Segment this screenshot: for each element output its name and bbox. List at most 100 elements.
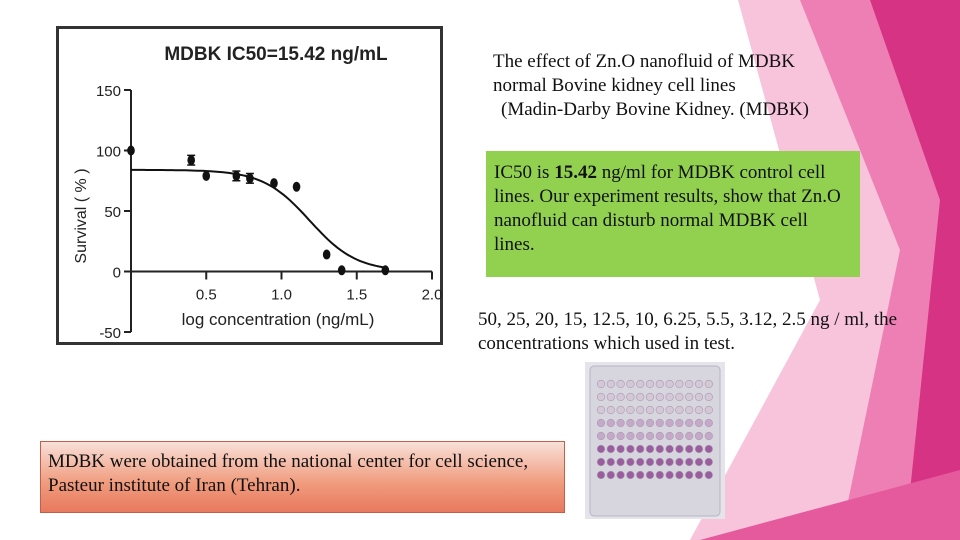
data-point	[381, 265, 390, 276]
data-point	[337, 265, 346, 276]
source-callout: MDBK were obtained from the national cen…	[40, 441, 565, 513]
plate-well	[645, 405, 655, 415]
plate-well	[606, 405, 615, 415]
plate-well	[704, 418, 713, 428]
plate-well	[616, 457, 625, 467]
plate-well	[596, 457, 606, 467]
data-point	[246, 173, 254, 184]
plate-well	[665, 392, 674, 402]
plate-well	[616, 379, 625, 389]
plate-well	[636, 392, 645, 402]
data-point	[232, 170, 241, 181]
data-point	[127, 145, 135, 156]
plate-well	[606, 457, 615, 467]
plate-well	[645, 431, 655, 441]
plate-well	[694, 457, 704, 467]
plate-well	[704, 392, 713, 402]
chart-x-label: log concentration (ng/mL)	[182, 310, 375, 329]
data-points-group	[127, 145, 390, 276]
plate-well	[606, 431, 615, 441]
description-line-3: (Madin-Darby Bovine Kidney. (MDBK)	[501, 99, 809, 120]
plate-well	[665, 418, 674, 428]
plate-well	[626, 470, 635, 480]
data-point	[187, 155, 195, 166]
plate-well	[645, 392, 655, 402]
plate-well	[596, 379, 606, 389]
data-point	[292, 181, 301, 192]
data-point	[322, 249, 331, 260]
data-point	[270, 178, 278, 189]
y-tick-label: -50	[99, 325, 121, 342]
y-tick-label: 100	[96, 144, 121, 161]
plate-well	[685, 457, 694, 467]
data-point	[202, 170, 211, 181]
plate-well	[655, 379, 664, 389]
plate-well	[606, 418, 615, 428]
ic50-prefix: IC50 is	[494, 162, 555, 183]
plate-well	[675, 457, 684, 467]
y-tick-label: 0	[113, 265, 121, 282]
pink-shape-bottom	[700, 470, 960, 540]
plate-well	[675, 470, 684, 480]
plate-well	[675, 392, 684, 402]
plate-well	[655, 431, 664, 441]
plate-well	[596, 444, 606, 454]
pink-shape-dark	[870, 0, 960, 540]
description-line-1: The effect of Zn.O nanofluid of MDBK	[493, 51, 795, 72]
plate-well	[606, 392, 615, 402]
plate-well	[675, 444, 684, 454]
well-plate-photo	[585, 362, 725, 519]
plate-well	[675, 431, 684, 441]
plate-well	[685, 418, 694, 428]
plate-well	[616, 405, 625, 415]
y-tick-label: 50	[104, 204, 121, 221]
plate-well	[655, 470, 664, 480]
plate-well	[645, 457, 655, 467]
chart-title: MDBK IC50=15.42 ng/mL	[164, 44, 388, 65]
plate-well	[616, 418, 625, 428]
plate-well	[655, 418, 664, 428]
plate-well	[606, 470, 615, 480]
plate-well	[685, 431, 694, 441]
plate-well	[616, 470, 625, 480]
plate-well	[665, 457, 674, 467]
plate-well	[636, 405, 645, 415]
chart-y-label: Survival ( % )	[73, 168, 90, 263]
ic50-callout: IC50 is 15.42 ng/ml for MDBK control cel…	[486, 151, 860, 277]
fit-curve	[131, 168, 386, 269]
plate-well	[616, 431, 625, 441]
plate-well	[704, 470, 713, 480]
plate-well	[685, 470, 694, 480]
plate-well	[626, 379, 635, 389]
plate-well	[704, 405, 713, 415]
plate-well	[665, 431, 674, 441]
x-tick-label: 1.5	[346, 287, 367, 304]
plate-well	[675, 418, 684, 428]
plate-well	[685, 444, 694, 454]
ic50-value: 15.42	[554, 162, 597, 183]
plate-well	[636, 418, 645, 428]
plate-well	[665, 444, 674, 454]
plate-well	[685, 405, 694, 415]
ic50-chart: MDBK IC50=15.42 ng/mL Survival ( % ) log…	[73, 44, 442, 342]
plate-well	[694, 392, 704, 402]
plate-well	[704, 379, 713, 389]
chart-frame	[56, 26, 443, 345]
x-tick-label: 1.0	[271, 287, 292, 304]
plate-well	[655, 444, 664, 454]
plate-well	[596, 392, 606, 402]
plate-well	[704, 457, 713, 467]
plate-well	[636, 457, 645, 467]
description: The effect of Zn.O nanofluid of MDBK nor…	[493, 50, 913, 122]
plate-well	[694, 431, 704, 441]
plate-well	[626, 431, 635, 441]
chart-axes: 150 100 50 0 -50 0.5 1.0 1.5 2.0	[96, 83, 442, 342]
plate-well	[694, 444, 704, 454]
plate-well	[636, 431, 645, 441]
plate-well	[655, 457, 664, 467]
plate-well	[645, 470, 655, 480]
plate-well	[606, 379, 615, 389]
plate-well	[636, 470, 645, 480]
plate-well	[675, 379, 684, 389]
plate-well	[626, 444, 635, 454]
